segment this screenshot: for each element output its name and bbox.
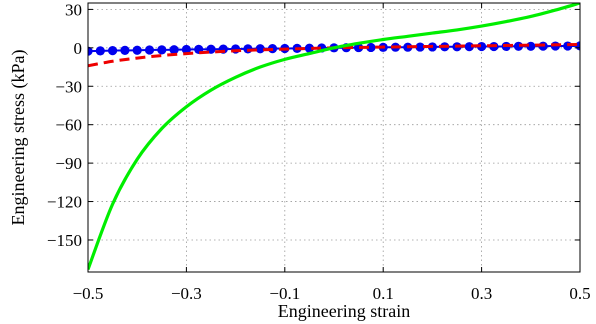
data-point [255, 44, 265, 54]
data-point [366, 42, 376, 53]
data-point [464, 42, 474, 52]
y-axis-label: Engineering stress (kPa) [8, 50, 29, 226]
y-tick-label: 30 [65, 0, 82, 19]
data-point [108, 46, 118, 56]
data-point [477, 41, 487, 52]
x-axis-label: Engineering strain [278, 301, 410, 321]
data-point [304, 43, 314, 53]
axes-frame [87, 2, 581, 273]
series-group [88, 3, 580, 271]
x-tick-label: −0.3 [171, 284, 202, 303]
y-tick-label: −90 [55, 154, 82, 173]
x-tick-labels: −0.5 −0.3 −0.1 0.1 0.3 0.5 [73, 284, 591, 303]
data-point [120, 45, 130, 55]
tick-marks [87, 3, 581, 272]
y-tick-label: −30 [55, 77, 82, 96]
green-series-line [88, 3, 580, 271]
red-dashed-series-line [88, 43, 580, 68]
x-tick-label: 0.1 [373, 284, 394, 303]
x-tick-label: −0.5 [73, 284, 104, 303]
y-tick-label: −120 [47, 193, 82, 212]
data-point [132, 45, 142, 55]
x-tick-label: −0.1 [269, 284, 300, 303]
y-tick-labels: 30 0 −30 −60 −90 −120 −150 [47, 0, 82, 250]
x-tick-label: 0.3 [471, 284, 492, 303]
data-point [415, 42, 425, 52]
x-tick-label: 0.5 [569, 284, 590, 303]
data-point [169, 45, 179, 55]
data-point [88, 46, 93, 56]
y-tick-label: 0 [74, 39, 83, 58]
plot-area [88, 3, 580, 271]
data-point [144, 45, 155, 55]
data-point [181, 44, 191, 55]
y-tick-label: −150 [47, 231, 82, 250]
data-point [95, 46, 105, 56]
data-point [157, 45, 167, 55]
y-tick-label: −60 [55, 116, 82, 135]
